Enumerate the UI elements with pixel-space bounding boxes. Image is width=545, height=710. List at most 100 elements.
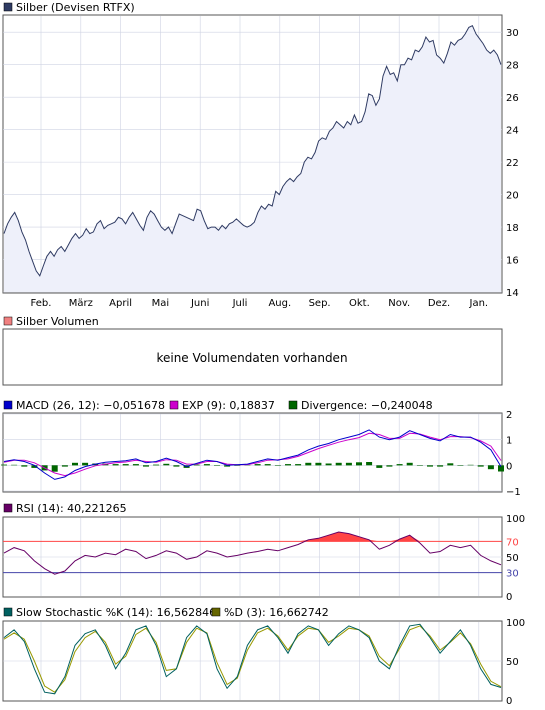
price-x-axis: Feb. März April Mai Juni Juli Aug. Sep. Okt. Nov.… (31, 298, 489, 309)
divergence-bar (21, 465, 28, 467)
stochastic-panel: Slow Stochastic %K (14): 16,562846 %D (3… (2, 606, 525, 707)
y-tick-label: 70 (506, 537, 519, 548)
y-tick-label: 50 (506, 553, 519, 564)
y-tick-label: 20 (506, 191, 519, 202)
slow-k-series-line (3, 623, 502, 695)
price-legend: Silber (Devisen RTFX) (16, 1, 135, 14)
slow-k-legend: Slow Stochastic %K (14): 16,562846 (16, 606, 216, 619)
divergence-bar (122, 464, 129, 466)
divergence-bar (11, 464, 18, 466)
y-tick-label: 16 (506, 256, 519, 267)
y-tick-label: 0 (506, 461, 512, 472)
y-tick-label: −1 (506, 487, 521, 498)
divergence-bar (163, 463, 170, 466)
divergence-bar (396, 464, 403, 466)
x-tick-label: Juni (190, 298, 209, 309)
divergence-bar (437, 465, 444, 467)
divergence-bar (447, 463, 454, 466)
slow-d-legend-swatch (211, 607, 221, 617)
divergence-legend-swatch (288, 400, 298, 410)
divergence-bar (214, 465, 220, 466)
divergence-bar (285, 464, 291, 466)
y-tick-label: 22 (506, 158, 519, 169)
volume-no-data-message: keine Volumendaten vorhanden (156, 351, 347, 365)
divergence-legend: Divergence: −0,240048 (301, 399, 433, 412)
stochastic-y-axis: 0 50 100 (506, 618, 525, 707)
divergence-bar (264, 464, 271, 466)
y-tick-label: 30 (506, 28, 519, 39)
x-tick-label: März (69, 298, 93, 309)
divergence-bar (112, 464, 119, 466)
y-tick-label: 2 (506, 410, 512, 421)
divergence-bar (51, 465, 58, 472)
macd-legend-swatch (3, 400, 13, 410)
divergence-bar (335, 462, 342, 466)
divergence-bar (193, 464, 200, 466)
price-y-axis: 14 16 18 20 22 24 26 28 30 (506, 28, 519, 299)
divergence-bar (376, 465, 383, 468)
y-tick-label: 50 (506, 657, 519, 668)
x-tick-label: Jan. (469, 298, 489, 309)
y-tick-label: 100 (506, 618, 525, 629)
volume-plot-frame (2, 328, 503, 386)
divergence-bar (366, 462, 373, 466)
x-tick-label: Feb. (31, 298, 52, 309)
x-tick-label: Juli (232, 298, 248, 309)
divergence-bar (356, 462, 362, 466)
divergence-bar (224, 465, 231, 467)
volume-legend: Silber Volumen (16, 315, 99, 328)
price-panel: Silber (Devisen RTFX) 14 16 18 20 22 24 26 28 30… (2, 1, 519, 309)
divergence-bar (457, 465, 464, 466)
y-tick-label: 26 (506, 93, 519, 104)
price-series-line (3, 25, 502, 277)
price-area-fill (4, 25, 501, 292)
divergence-bar (386, 465, 393, 467)
divergence-bar (274, 465, 281, 466)
slow-k-legend-swatch (3, 607, 13, 617)
macd-y-axis: −1 0 1 2 (506, 410, 521, 498)
exp-legend-swatch (169, 400, 179, 410)
x-tick-label: Mai (152, 298, 170, 309)
exp-legend: EXP (9): 0,18837 (182, 399, 275, 412)
y-tick-label: 0 (506, 696, 512, 707)
y-tick-label: 24 (506, 126, 519, 137)
divergence-bar (427, 465, 433, 467)
divergence-bar (143, 465, 149, 467)
rsi-series-line (3, 531, 502, 575)
x-tick-label: Dez. (428, 298, 450, 309)
divergence-bar (315, 462, 322, 466)
macd-series-line (3, 429, 502, 480)
divergence-bar (487, 465, 494, 470)
rsi-gridlines (3, 518, 502, 596)
volume-panel: Silber Volumen keine Volumendaten vorhan… (2, 315, 503, 386)
divergence-bar (173, 465, 180, 467)
divergence-bar (498, 465, 504, 472)
divergence-bar (406, 462, 413, 466)
divergence-bar (345, 462, 352, 466)
x-tick-label: April (109, 298, 132, 309)
y-tick-label: 0 (506, 592, 512, 603)
divergence-bar (254, 464, 261, 466)
y-tick-label: 18 (506, 223, 519, 234)
divergence-bar (132, 464, 139, 466)
divergence-bar (203, 464, 210, 466)
x-tick-label: Okt. (349, 298, 370, 309)
macd-panel: MACD (26, 12): −0,051678 EXP (9): 0,1883… (1, 399, 521, 498)
rsi-legend-swatch (3, 503, 13, 513)
divergence-bar (477, 465, 484, 467)
macd-legend: MACD (26, 12): −0,051678 (16, 399, 165, 412)
divergence-bar (1, 464, 7, 466)
divergence-bar (72, 462, 78, 466)
slow-d-series-line (3, 625, 502, 693)
macd-plot-frame (2, 412, 503, 493)
price-legend-swatch (3, 2, 13, 12)
divergence-bar (61, 465, 68, 467)
rsi-panel: RSI (14): 40,221265 0 30 50 70 100 (2, 502, 525, 603)
y-tick-label: 1 (506, 436, 512, 447)
divergence-bar (82, 462, 89, 466)
divergence-bar (153, 464, 160, 466)
y-tick-label: 28 (506, 61, 519, 72)
volume-legend-swatch (3, 316, 13, 326)
y-tick-label: 30 (506, 569, 519, 580)
